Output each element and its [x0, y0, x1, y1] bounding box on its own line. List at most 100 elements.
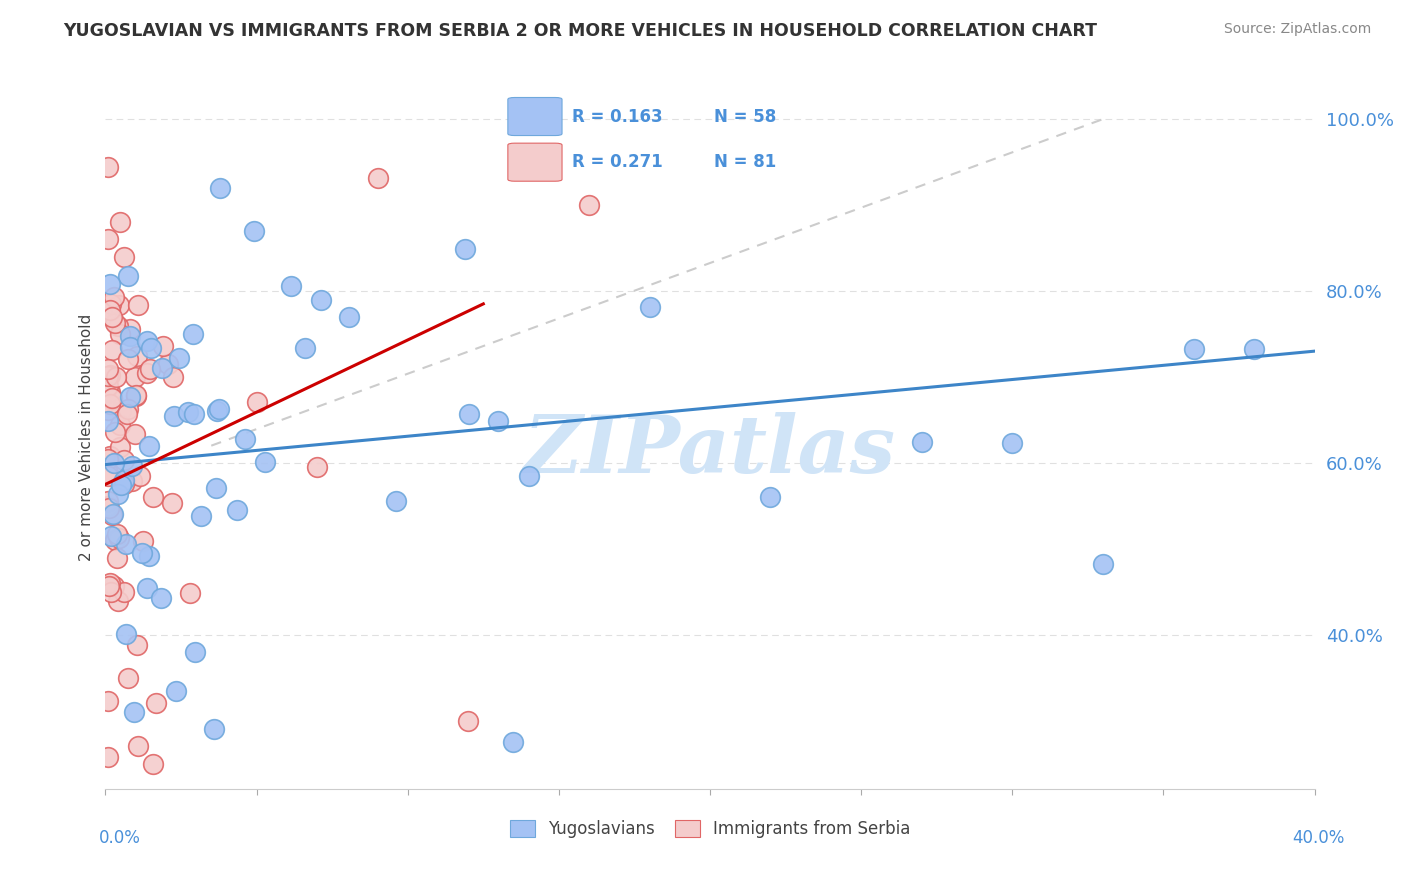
Point [114, 474, 136, 488]
Point [488, 414, 510, 428]
Point [104, 425, 127, 439]
Point [117, 351, 139, 366]
Point [97, 368, 120, 383]
Point [107, 487, 129, 501]
Point [98, 397, 121, 411]
Point [125, 387, 148, 401]
Point [97, 232, 120, 246]
Point [225, 503, 247, 517]
Point [118, 340, 141, 354]
Point [97, 452, 120, 467]
Point [97, 578, 120, 592]
Point [97, 414, 120, 428]
Point [307, 459, 329, 474]
Point [103, 456, 125, 470]
Point [108, 418, 131, 433]
Point [150, 361, 173, 376]
Point [205, 404, 228, 418]
Point [458, 407, 481, 421]
Point [124, 705, 146, 719]
Point [108, 327, 131, 342]
Point [121, 459, 143, 474]
Point [152, 339, 174, 353]
Point [138, 549, 160, 564]
Point [120, 390, 142, 404]
Point [366, 171, 388, 186]
Point [112, 474, 135, 488]
Point [98, 576, 121, 591]
Point [184, 645, 207, 659]
Point [103, 578, 125, 592]
Point [108, 298, 131, 312]
Point [108, 531, 131, 545]
Point [117, 401, 139, 416]
Point [454, 242, 477, 256]
Point [104, 317, 127, 331]
Y-axis label: 2 or more Vehicles in Household: 2 or more Vehicles in Household [79, 313, 94, 561]
Point [1001, 436, 1024, 450]
Point [104, 370, 127, 384]
Point [190, 508, 212, 523]
Point [100, 343, 122, 357]
Point [101, 310, 124, 324]
Point [911, 434, 934, 449]
Point [294, 341, 316, 355]
Point [131, 546, 153, 560]
Point [105, 550, 128, 565]
Point [578, 198, 600, 212]
Point [103, 533, 125, 547]
Point [163, 409, 186, 423]
Point [457, 714, 479, 728]
Point [97, 750, 120, 764]
Point [1092, 557, 1115, 571]
Point [97, 160, 120, 174]
Point [638, 300, 661, 314]
Point [97, 466, 120, 480]
Point [97, 403, 120, 417]
Point [162, 370, 184, 384]
Point [110, 477, 132, 491]
Text: ZIPatlas: ZIPatlas [524, 412, 896, 490]
Point [149, 591, 172, 605]
Point [138, 439, 160, 453]
Point [103, 290, 125, 304]
Point [233, 432, 256, 446]
Point [124, 370, 146, 384]
Point [502, 735, 524, 749]
Point [177, 404, 200, 418]
Point [384, 494, 406, 508]
Point [117, 268, 139, 283]
Point [246, 395, 269, 409]
Point [101, 508, 124, 523]
Point [136, 334, 159, 348]
Point [112, 250, 135, 264]
Point [127, 638, 149, 652]
Point [124, 426, 146, 441]
Legend: Yugoslavians, Immigrants from Serbia: Yugoslavians, Immigrants from Serbia [503, 813, 917, 845]
Point [97, 694, 120, 708]
Point [165, 683, 187, 698]
Point [107, 594, 129, 608]
Point [759, 490, 782, 504]
Point [107, 318, 129, 333]
Point [98, 449, 121, 463]
Point [105, 526, 128, 541]
Point [160, 496, 183, 510]
Point [108, 440, 131, 454]
Point [101, 507, 124, 521]
Point [127, 297, 149, 311]
Point [115, 537, 138, 551]
Point [110, 404, 132, 418]
Text: 0.0%: 0.0% [98, 829, 141, 847]
Point [517, 469, 540, 483]
Point [167, 351, 190, 365]
Point [117, 671, 139, 685]
Text: Source: ZipAtlas.com: Source: ZipAtlas.com [1223, 22, 1371, 37]
Point [115, 407, 138, 421]
Point [136, 581, 159, 595]
Point [208, 181, 231, 195]
Point [139, 341, 162, 355]
Point [280, 278, 302, 293]
Point [132, 534, 155, 549]
Point [181, 327, 204, 342]
